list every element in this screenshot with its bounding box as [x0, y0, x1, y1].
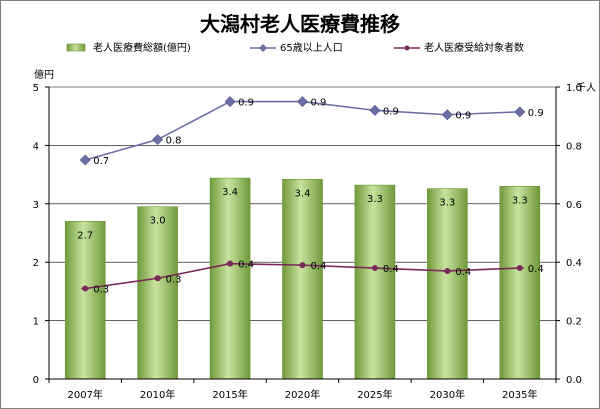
line-data-label: 0.3: [93, 284, 109, 295]
line-data-label: 0.9: [238, 98, 254, 109]
x-tick-label: 2025年: [357, 388, 392, 401]
chart-title: 大潟村老人医療費推移: [200, 12, 400, 36]
line-data-label: 0.7: [93, 156, 109, 167]
x-tick-label: 2015年: [212, 388, 247, 401]
y-axis-left-label: 億円: [34, 68, 54, 81]
legend-marker: [259, 44, 267, 52]
y-tick-right: 0.4: [566, 258, 582, 269]
bar: [354, 184, 396, 380]
y-tick-left: 3: [33, 200, 39, 211]
y-tick-left: 5: [33, 83, 39, 94]
series-marker: [369, 104, 381, 116]
legend-label: 老人医療受給対象者数: [424, 41, 524, 54]
bar-data-label: 3.3: [367, 194, 383, 205]
series-marker: [297, 96, 308, 108]
y-tick-right: 0.2: [566, 317, 582, 328]
bar: [64, 221, 106, 380]
bar: [427, 188, 468, 380]
legend-swatch-bar: [66, 43, 86, 52]
y-tick-left: 1: [33, 317, 39, 328]
y-tick-left: 2: [33, 258, 39, 269]
bar: [137, 206, 178, 380]
y-tick-right: 0.6: [566, 200, 582, 211]
x-tick-label: 2010年: [140, 388, 175, 401]
line-data-label: 0.4: [311, 261, 327, 272]
axes: 0 1 2 3 4 5 0.0 0.2 0.4 0.6 0.8 1.0 2007年 2010年 2015年 2…: [33, 83, 582, 401]
line-data-label: 0.4: [383, 264, 399, 275]
y-tick-right: 1.0: [566, 83, 582, 94]
line-data-label: 0.9: [311, 98, 327, 109]
line-data-label: 0.4: [455, 267, 471, 278]
bar-series: [64, 177, 541, 380]
line-data-label: 0.3: [166, 274, 182, 285]
bar: [499, 185, 541, 380]
y-tick-left: 0: [33, 375, 39, 386]
legend-label: 老人医療費総額(億円): [93, 41, 191, 54]
legend: 老人医療費総額(億円) 65歳以上人口 老人医療受給対象者数: [66, 41, 524, 54]
line-data-label: 0.4: [238, 260, 254, 271]
series-marker: [152, 134, 164, 145]
bar-data-label: 3.4: [295, 188, 311, 199]
line-data-label: 0.9: [383, 106, 399, 117]
legend-label: 65歳以上人口: [280, 42, 343, 54]
bar-data-label: 3.3: [512, 195, 528, 206]
y-tick-left: 4: [33, 141, 39, 152]
x-tick-label: 2030年: [430, 388, 465, 401]
legend-marker: [404, 45, 410, 51]
bar-data-label: 2.7: [77, 230, 93, 241]
series-marker: [514, 106, 526, 118]
line-data-label: 0.8: [166, 136, 182, 147]
series-marker: [224, 96, 236, 108]
line-data-label: 0.9: [455, 111, 471, 122]
bar-data-label: 3.4: [222, 187, 238, 198]
data-labels: 2.7 3.0 3.4 3.4 3.3 3.3 3.3 0.7 0.8 0.9 0.9 0.9 0.9 0…: [77, 98, 543, 296]
line-series: [79, 96, 526, 292]
series-marker: [79, 154, 91, 166]
line-data-label: 0.9: [528, 108, 544, 119]
bar: [209, 177, 251, 380]
y-tick-right: 0.8: [566, 141, 582, 152]
bar-data-label: 3.0: [150, 216, 166, 227]
x-tick-label: 2007年: [67, 388, 102, 401]
line-data-label: 0.4: [528, 264, 544, 275]
bar: [282, 178, 323, 380]
x-tick-label: 2035年: [502, 388, 537, 401]
bar-data-label: 3.3: [439, 198, 455, 209]
x-tick-label: 2020年: [285, 388, 320, 401]
y-tick-right: 0.0: [566, 375, 582, 386]
series-marker: [441, 109, 453, 121]
y-axis-right-label: 千人: [576, 82, 596, 94]
